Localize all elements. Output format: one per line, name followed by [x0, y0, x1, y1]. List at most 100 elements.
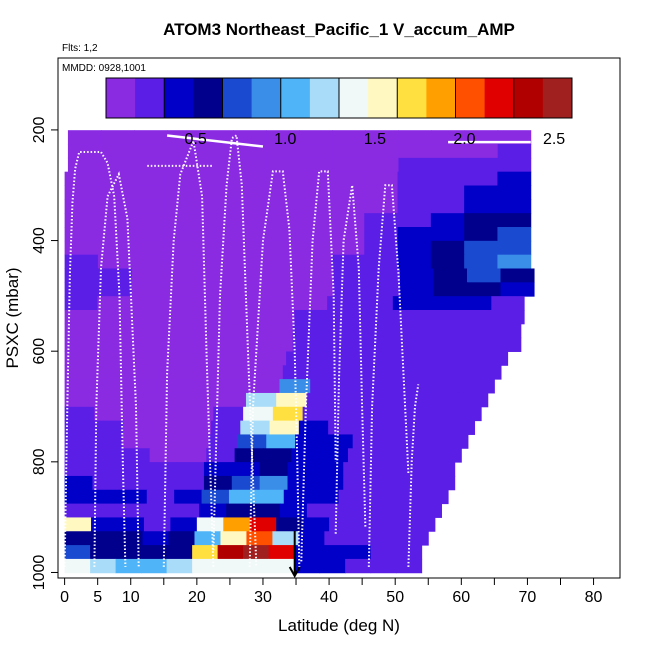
heatmap-cell	[464, 157, 499, 173]
heatmap-cell	[371, 462, 400, 477]
x-tick-label: 5	[93, 589, 102, 606]
colorbar-tick-label: 1.5	[364, 131, 386, 148]
heatmap-cell	[433, 282, 468, 297]
heatmap-cell	[64, 365, 97, 380]
heatmap-cell	[497, 199, 532, 214]
heatmap-cell	[294, 309, 328, 325]
heatmap-cell	[97, 171, 132, 187]
heatmap-cell	[319, 448, 349, 463]
heatmap-cell	[126, 379, 158, 394]
heatmap-cell	[159, 351, 192, 366]
heatmap-cell	[264, 254, 299, 269]
heatmap-cell	[199, 503, 227, 518]
colorbar-segment	[222, 78, 253, 118]
heatmap-cell	[64, 558, 91, 574]
heatmap-cell	[364, 254, 399, 269]
heatmap-cell	[231, 185, 265, 200]
heatmap-cell	[500, 268, 535, 283]
heatmap-cell	[497, 171, 532, 187]
heatmap-cell	[469, 365, 502, 380]
heatmap-cell	[129, 323, 163, 339]
heatmap-cell	[185, 392, 217, 408]
plot-frame	[57, 57, 621, 579]
heatmap-cell	[282, 365, 315, 380]
heatmap-cell	[414, 503, 442, 518]
heatmap-cell	[231, 254, 265, 269]
heatmap-cell	[176, 475, 205, 491]
heatmap-cell	[432, 448, 462, 463]
heatmap-cell	[222, 351, 255, 366]
heatmap-cell	[152, 420, 183, 435]
heatmap-cell	[117, 517, 145, 532]
heatmap-cell	[131, 185, 165, 200]
heatmap-cell	[402, 379, 434, 394]
heatmap-cell	[343, 462, 372, 477]
colorbar-segment	[368, 78, 398, 118]
heatmap-cell	[364, 185, 399, 200]
heatmap-cell	[297, 199, 332, 214]
heatmap-cell	[397, 171, 432, 187]
colorbar-tick-label: 0.5	[184, 131, 206, 148]
heatmap-cell	[119, 489, 148, 505]
heatmap-cell	[365, 157, 400, 173]
heatmap-cell	[397, 227, 432, 242]
colorbar-tick-label: 2.0	[453, 131, 475, 148]
heatmap-cell	[404, 448, 434, 463]
heatmap-cell	[260, 337, 294, 352]
chart-title: ATOM3 Northeast_Pacific_1 V_accum_AMP	[163, 20, 515, 39]
heatmap-cell	[197, 185, 232, 200]
heatmap-cell	[67, 157, 102, 173]
heatmap-cell	[330, 213, 365, 228]
heatmap-cell	[276, 392, 307, 408]
heatmap-cell	[115, 545, 142, 560]
heatmap-cell	[218, 379, 250, 394]
heatmap-cell	[264, 227, 299, 242]
heatmap-cell	[90, 545, 117, 560]
heatmap-cell	[310, 379, 342, 394]
x-tick-label: 60	[452, 589, 470, 606]
heatmap-cell	[231, 240, 265, 256]
heatmap-cells	[64, 130, 535, 574]
heatmap-cell	[324, 531, 351, 546]
heatmap-cell	[315, 475, 344, 491]
heatmap-cell	[357, 323, 391, 339]
heatmap-cell	[195, 309, 230, 325]
heatmap-cell	[291, 448, 321, 463]
heatmap-cell	[371, 475, 400, 491]
heatmap-cell	[162, 337, 196, 352]
heatmap-cell	[497, 157, 532, 173]
heatmap-cell	[206, 448, 236, 463]
heatmap-cell	[431, 157, 466, 173]
heatmap-cell	[464, 227, 498, 242]
heatmap-cell	[392, 296, 427, 311]
heatmap-cell	[231, 475, 261, 491]
heatmap-cell	[194, 323, 229, 339]
heatmap-cell	[297, 227, 332, 242]
x-tick-label: 20	[188, 589, 206, 606]
heatmap-cell	[327, 296, 361, 311]
heatmap-cell	[90, 531, 118, 546]
heatmap-cell	[197, 254, 232, 269]
heatmap-cell	[179, 434, 210, 449]
heatmap-cell	[192, 545, 219, 560]
heatmap-cell	[264, 199, 299, 214]
heatmap-cell	[397, 185, 432, 200]
heatmap-cell	[170, 517, 198, 532]
heatmap-cell	[343, 475, 372, 491]
heatmap-cell	[432, 379, 465, 394]
y-axis-label: PSXC (mbar)	[3, 267, 22, 368]
heatmap-cell	[266, 434, 296, 449]
heatmap-cell	[64, 199, 99, 214]
heatmap-cell	[141, 545, 168, 560]
heatmap-cell	[410, 434, 440, 449]
heatmap-cell	[464, 171, 498, 187]
heatmap-cell	[286, 351, 319, 366]
heatmap-cell	[398, 157, 433, 173]
heatmap-cell	[445, 420, 476, 435]
colorbar-segment	[426, 78, 456, 118]
heatmap-cell	[100, 130, 135, 145]
heatmap-cell	[261, 309, 295, 325]
heatmap-cell	[198, 282, 233, 297]
heatmap-cell	[398, 130, 433, 145]
